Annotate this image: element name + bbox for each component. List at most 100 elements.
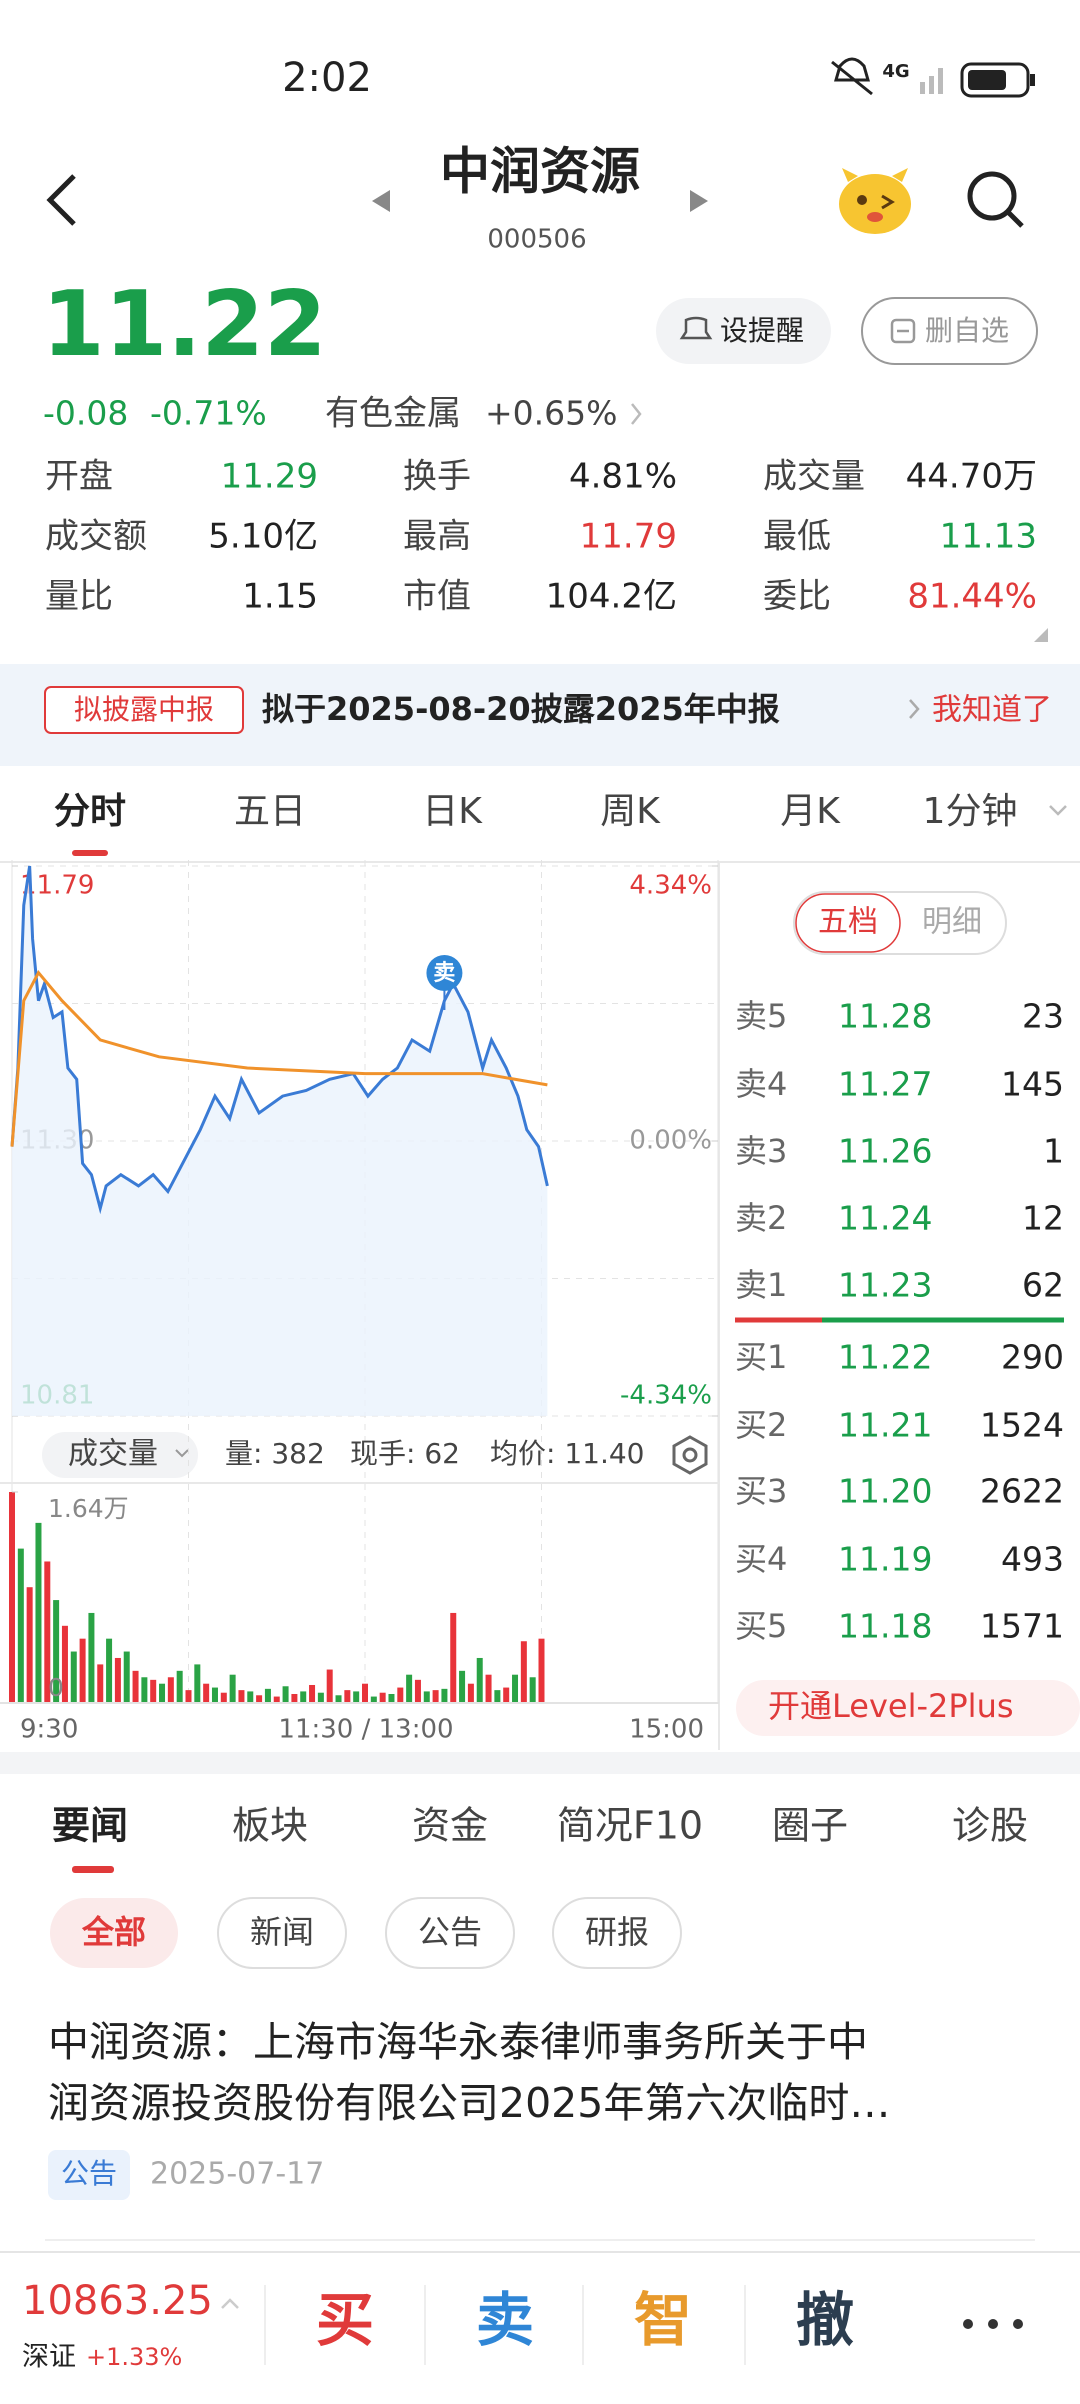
expand-corner[interactable]	[1034, 628, 1048, 642]
notice-action[interactable]: 我知道了	[932, 693, 1052, 728]
settings-icon[interactable]	[672, 1435, 708, 1475]
volume-bar	[238, 1690, 245, 1703]
y2-tick-label: 0.00%	[629, 1126, 712, 1156]
volume-bar	[326, 1669, 333, 1703]
book-volume: 1	[1043, 1132, 1064, 1171]
book-price: 11.26	[838, 1132, 932, 1171]
book-price: 11.18	[838, 1607, 932, 1646]
book-volume: 290	[1001, 1338, 1064, 1377]
volume-selector-bg[interactable]	[42, 1432, 198, 1478]
book-volume: 23	[1022, 997, 1064, 1036]
volume-bar	[397, 1687, 404, 1703]
average-line	[10, 969, 548, 1147]
filter-pill[interactable]	[385, 1897, 515, 1969]
filter-label[interactable]: 研报	[585, 1913, 649, 1951]
section-gap	[0, 1752, 1080, 1774]
volume-bar	[476, 1657, 483, 1703]
volume-bar	[503, 1687, 510, 1703]
filter-label[interactable]: 全部	[81, 1913, 146, 1951]
volume-selector[interactable]: 成交量	[68, 1437, 158, 1472]
news-tab[interactable]: 简况F10	[557, 1804, 703, 1848]
action-button[interactable]: 买	[316, 2286, 374, 2354]
news-title[interactable]: 润资源投资股份有限公司2025年第六次临时…	[48, 2079, 890, 2127]
sector-change: +0.65%	[485, 394, 617, 433]
action-button[interactable]: 撤	[796, 2286, 854, 2354]
book-volume: 1571	[980, 1607, 1064, 1646]
chart-tab[interactable]: 月K	[780, 791, 841, 832]
volume-bar	[335, 1695, 342, 1703]
book-tab[interactable]: 五档	[818, 905, 878, 940]
volume-bar	[494, 1690, 501, 1703]
volume-bar	[388, 1693, 395, 1703]
filter-pill[interactable]	[552, 1897, 682, 1969]
book-toggle-active[interactable]	[795, 893, 901, 953]
book-volume: 12	[1022, 1199, 1064, 1238]
stat-value: 5.10亿	[208, 517, 318, 557]
filter-label[interactable]: 新闻	[250, 1913, 314, 1951]
volume-bar	[9, 1492, 15, 1703]
volume-bar	[300, 1691, 307, 1703]
chart-tab[interactable]: 1分钟	[923, 791, 1018, 832]
volume-bar	[353, 1691, 360, 1703]
news-title[interactable]: 中润资源：上海市海华永泰律师事务所关于中	[48, 2018, 868, 2066]
filter-pill[interactable]	[217, 1897, 347, 1969]
stat-label: 最高	[403, 517, 471, 557]
chart-tab[interactable]: 五日	[234, 791, 306, 832]
time-label: 11:30 / 13:00	[278, 1715, 453, 1745]
news-tag: 公告	[61, 2157, 117, 2190]
volume-bar	[291, 1693, 298, 1703]
chart-tab[interactable]: 日K	[422, 791, 483, 832]
action-button[interactable]: 智	[634, 2286, 692, 2354]
stat-label: 量比	[45, 577, 113, 617]
price-change: -0.08	[43, 394, 128, 433]
news-tab-indicator	[72, 1866, 114, 1873]
more-button[interactable]	[963, 2319, 1023, 2329]
sector-name: 有色金属	[325, 394, 461, 434]
remove-button[interactable]: 删自选	[925, 314, 1009, 347]
back-button[interactable]	[46, 174, 76, 226]
book-price: 11.23	[838, 1266, 932, 1305]
volume-now: 量: 382	[225, 1437, 325, 1470]
news-tab[interactable]: 诊股	[952, 1804, 1028, 1848]
stat-label: 最低	[763, 517, 831, 557]
chart-tab[interactable]: 分时	[54, 791, 126, 832]
notice-tag: 拟披露中报	[74, 693, 214, 726]
action-button[interactable]: 卖	[476, 2286, 534, 2354]
stat-label: 开盘	[45, 457, 113, 497]
price-line	[10, 865, 549, 1215]
mascot-icon[interactable]	[839, 168, 911, 234]
volume-bar	[53, 1600, 60, 1703]
news-tab[interactable]: 板块	[232, 1804, 308, 1848]
book-label: 卖4	[735, 1065, 787, 1103]
volume-bar	[132, 1670, 139, 1703]
level2-button[interactable]: 开通Level-2Plus	[768, 1687, 1014, 1725]
search-button[interactable]	[967, 171, 1024, 228]
prev-stock[interactable]	[372, 190, 390, 212]
tab-indicator	[72, 850, 108, 856]
volume-bar	[97, 1664, 104, 1703]
book-label: 卖3	[735, 1132, 787, 1170]
news-tab[interactable]: 要闻	[52, 1804, 128, 1848]
remove-button-bg[interactable]	[861, 297, 1038, 365]
volume-tick-label: 1.64万	[48, 1494, 129, 1523]
book-volume: 2622	[980, 1472, 1064, 1511]
filter-label[interactable]: 公告	[418, 1913, 482, 1951]
stat-label: 成交额	[45, 517, 147, 557]
alert-button[interactable]: 设提醒	[720, 314, 804, 347]
volume-bar	[406, 1674, 413, 1703]
alert-button-bg[interactable]	[656, 298, 831, 364]
stat-value: 1.15	[242, 577, 318, 617]
volume-bar	[185, 1690, 192, 1703]
chart-tab[interactable]: 周K	[600, 791, 661, 832]
filter-pill[interactable]	[50, 1898, 178, 1968]
news-tab[interactable]: 资金	[412, 1804, 488, 1848]
time-label: 9:30	[20, 1715, 78, 1745]
level2-bg[interactable]	[736, 1680, 1080, 1736]
book-tab[interactable]: 明细	[922, 905, 982, 940]
volume-bar	[414, 1679, 421, 1703]
next-stock[interactable]	[690, 190, 708, 212]
news-tab[interactable]: 圈子	[772, 1804, 848, 1848]
index-name: 深证	[22, 2342, 76, 2373]
index-value: 10863.25	[22, 2278, 213, 2324]
